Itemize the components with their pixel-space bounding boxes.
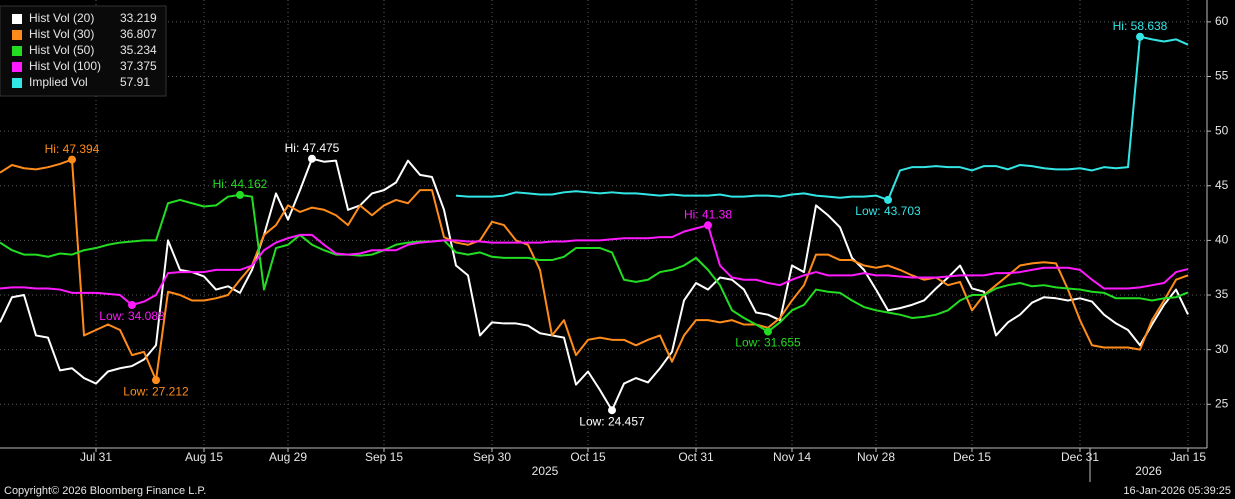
data-label: Hi: 47.394 xyxy=(45,142,100,156)
y-tick-label: 60 xyxy=(1215,14,1229,28)
legend-label: Hist Vol (20) xyxy=(29,11,94,25)
marker xyxy=(236,190,244,199)
legend-label: Hist Vol (50) xyxy=(29,43,94,57)
marker xyxy=(704,221,712,230)
marker xyxy=(764,327,772,336)
marker xyxy=(608,406,616,415)
data-label: Hi: 41.38 xyxy=(684,207,732,221)
y-tick-label: 45 xyxy=(1215,178,1229,192)
data-label: Hi: 58.638 xyxy=(1113,19,1168,33)
x-tick-label: Jan 15 xyxy=(1170,450,1206,464)
legend-swatch xyxy=(12,62,22,72)
series-line xyxy=(455,35,1189,201)
legend-swatch xyxy=(12,14,22,24)
legend-label: Implied Vol xyxy=(29,75,88,89)
x-tick-label: Dec 31 xyxy=(1061,450,1099,464)
x-tick-label: Nov 14 xyxy=(773,450,811,464)
marker xyxy=(152,376,160,385)
y-tick-label: 50 xyxy=(1215,123,1229,137)
series-line xyxy=(0,224,1189,306)
x-tick-label: Aug 15 xyxy=(185,450,223,464)
x-tick-label: Sep 30 xyxy=(473,450,511,464)
x-tick-label: Aug 29 xyxy=(269,450,307,464)
legend: Hist Vol (20) 33.219 Hist Vol (30) 36.807 Hi… xyxy=(0,5,167,97)
legend-swatch xyxy=(12,78,22,88)
legend-value: 33.219 xyxy=(120,11,157,25)
legend-label: Hist Vol (100) xyxy=(29,59,101,73)
y-tick-label: 40 xyxy=(1215,233,1229,247)
x-tick-label: Sep 15 xyxy=(365,450,403,464)
legend-swatch xyxy=(12,46,22,56)
year-label: 2025 xyxy=(532,464,559,478)
marker xyxy=(68,155,76,164)
marker xyxy=(308,154,316,163)
data-label: Hi: 47.475 xyxy=(285,141,340,155)
legend-label: Hist Vol (30) xyxy=(29,27,94,41)
y-tick-label: 35 xyxy=(1215,287,1229,301)
legend-value: 35.234 xyxy=(120,43,157,57)
series-line xyxy=(0,157,1189,412)
marker xyxy=(128,300,136,309)
timestamp: 16-Jan-2026 05:39:25 xyxy=(1123,485,1231,497)
x-tick-label: Oct 15 xyxy=(570,450,606,464)
series-line xyxy=(0,193,1189,333)
legend-value: 36.807 xyxy=(120,27,157,41)
y-tick-label: 55 xyxy=(1215,69,1229,83)
legend-value: 37.375 xyxy=(120,59,157,73)
marker xyxy=(884,195,892,204)
data-label: Low: 31.655 xyxy=(735,336,801,350)
series-line xyxy=(0,158,1189,382)
y-tick-label: 30 xyxy=(1215,342,1229,356)
data-label: Low: 34.088 xyxy=(99,309,165,323)
data-label: Low: 27.212 xyxy=(123,384,189,398)
x-tick-label: Nov 28 xyxy=(857,450,895,464)
legend-box xyxy=(0,5,167,97)
x-tick-label: Oct 31 xyxy=(678,450,714,464)
y-tick-label: 25 xyxy=(1215,396,1229,410)
legend-swatch xyxy=(12,30,22,40)
marker xyxy=(1136,32,1144,41)
data-label: Low: 43.703 xyxy=(855,204,921,218)
x-tick-label: Jul 31 xyxy=(80,450,112,464)
copyright: Copyright© 2026 Bloomberg Finance L.P. xyxy=(4,485,206,497)
x-tick-label: Dec 15 xyxy=(953,450,991,464)
legend-value: 57.91 xyxy=(120,75,150,89)
year-label: 2026 xyxy=(1135,464,1162,478)
data-label: Hi: 44.162 xyxy=(213,177,268,191)
data-label: Low: 24.457 xyxy=(579,414,645,428)
